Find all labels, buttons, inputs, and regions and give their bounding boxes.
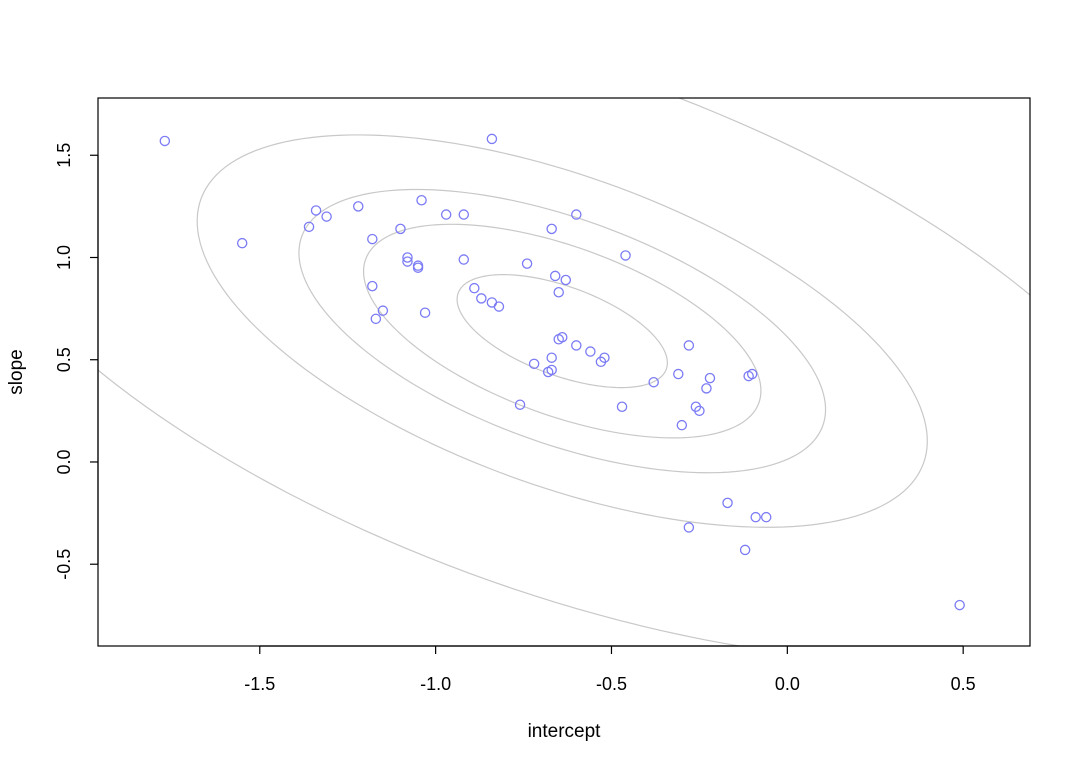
y-tick-label: 0.5: [54, 347, 74, 372]
data-point: [486, 133, 498, 145]
data-point: [303, 221, 315, 233]
data-point: [377, 305, 389, 316]
contour-line-5: [98, 98, 1030, 646]
data-point: [746, 368, 758, 380]
contour-line-1: [456, 274, 668, 389]
data-point: [556, 331, 568, 343]
x-tick-label: -1.0: [420, 674, 451, 694]
data-point: [236, 237, 248, 249]
data-point: [476, 293, 487, 304]
data-point: [673, 368, 684, 380]
data-point: [694, 405, 705, 417]
y-tick-label: 0.0: [54, 449, 74, 474]
data-point: [367, 280, 378, 292]
data-point: [739, 544, 751, 556]
y-axis-label: slope: [6, 349, 27, 394]
data-point: [367, 233, 378, 245]
data-point: [528, 358, 540, 370]
data-point: [571, 209, 582, 220]
data-point: [620, 250, 631, 261]
data-point: [493, 301, 505, 312]
data-point: [704, 372, 716, 384]
data-point: [440, 209, 452, 220]
contour-lines: [98, 98, 1030, 646]
data-point: [701, 383, 712, 394]
data-point: [458, 209, 470, 220]
data-point: [722, 497, 733, 509]
data-points: [159, 133, 965, 611]
data-point: [395, 223, 406, 235]
data-point: [750, 511, 761, 523]
data-point: [458, 254, 470, 265]
data-point: [412, 262, 424, 273]
contour-line-3: [298, 188, 827, 474]
data-point: [514, 399, 526, 410]
data-point: [159, 135, 171, 147]
x-axis: -1.5 -1.0 -0.5 0.0 0.5: [244, 645, 976, 694]
data-point: [560, 274, 572, 286]
data-point: [571, 340, 582, 351]
x-tick-label: -1.5: [244, 674, 275, 694]
y-tick-label: 1.0: [54, 245, 74, 270]
data-point: [676, 419, 688, 431]
data-point: [546, 223, 557, 235]
data-point: [521, 258, 533, 269]
data-point: [648, 376, 659, 388]
x-tick-label: 0.0: [775, 674, 800, 694]
data-point: [595, 356, 607, 368]
data-point: [585, 346, 596, 357]
data-point: [486, 297, 498, 308]
data-point: [616, 401, 628, 413]
x-axis-label: intercept: [528, 721, 602, 742]
data-point: [321, 211, 332, 222]
data-point: [683, 522, 695, 533]
data-point: [549, 270, 561, 282]
data-point: [683, 340, 695, 351]
contour-line-4: [196, 134, 928, 528]
x-tick-label: 0.5: [951, 674, 976, 694]
data-point: [402, 252, 413, 263]
y-tick-label: -0.5: [54, 549, 74, 580]
data-point: [542, 366, 554, 378]
data-point: [553, 286, 564, 298]
data-point: [353, 201, 364, 212]
x-tick-label: -0.5: [596, 674, 627, 694]
data-point: [954, 599, 965, 611]
data-point: [416, 194, 427, 206]
plot-frame: [97, 97, 1031, 647]
data-point: [310, 205, 322, 216]
data-point: [402, 256, 413, 267]
data-point: [469, 282, 480, 294]
data-point: [760, 511, 772, 523]
data-point: [412, 260, 424, 271]
y-tick-label: 1.5: [54, 143, 74, 168]
data-point: [370, 313, 382, 325]
data-point: [546, 352, 557, 363]
data-point: [419, 307, 431, 318]
contour-line-2: [362, 223, 762, 439]
y-axis: -0.5 0.0 0.5 1.0 1.5: [54, 143, 99, 580]
